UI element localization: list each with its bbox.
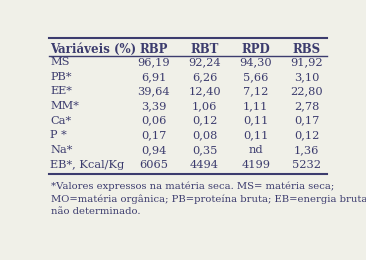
Text: 92,24: 92,24 [188, 57, 221, 67]
Text: MS: MS [50, 57, 70, 67]
Text: PB*: PB* [50, 72, 71, 82]
Text: 91,92: 91,92 [290, 57, 323, 67]
Text: 5,66: 5,66 [243, 72, 268, 82]
Text: 0,17: 0,17 [141, 130, 166, 140]
Text: Na*: Na* [50, 145, 72, 155]
Text: 0,06: 0,06 [141, 116, 166, 126]
Text: MM*: MM* [50, 101, 79, 111]
Text: P *: P * [50, 130, 67, 140]
Text: 0,12: 0,12 [192, 116, 217, 126]
Text: EB*, Kcal/Kg: EB*, Kcal/Kg [50, 160, 124, 170]
Text: 0,11: 0,11 [243, 116, 268, 126]
Text: 0,08: 0,08 [192, 130, 217, 140]
Text: 0,11: 0,11 [243, 130, 268, 140]
Text: RBP: RBP [139, 43, 168, 56]
Text: 0,94: 0,94 [141, 145, 166, 155]
Text: nd: nd [249, 145, 263, 155]
Text: 2,78: 2,78 [294, 101, 320, 111]
Text: 6,91: 6,91 [141, 72, 166, 82]
Text: RPD: RPD [241, 43, 270, 56]
Text: 0,12: 0,12 [294, 130, 320, 140]
Text: RBT: RBT [190, 43, 219, 56]
Text: 96,19: 96,19 [137, 57, 170, 67]
Text: 5232: 5232 [292, 160, 321, 170]
Text: 39,64: 39,64 [137, 87, 170, 96]
Text: 12,40: 12,40 [188, 87, 221, 96]
Text: 94,30: 94,30 [239, 57, 272, 67]
Text: *Valores expressos na matéria seca. MS= matéria seca;
MO=matéria orgânica; PB=pr: *Valores expressos na matéria seca. MS= … [51, 181, 366, 216]
Text: 0,35: 0,35 [192, 145, 217, 155]
Text: 0,17: 0,17 [294, 116, 320, 126]
Text: EE*: EE* [50, 87, 72, 96]
Text: 4494: 4494 [190, 160, 219, 170]
Text: 3,39: 3,39 [141, 101, 166, 111]
Text: 7,12: 7,12 [243, 87, 268, 96]
Text: 22,80: 22,80 [290, 87, 323, 96]
Text: Ca*: Ca* [50, 116, 71, 126]
Text: RBS: RBS [293, 43, 321, 56]
Text: 6065: 6065 [139, 160, 168, 170]
Text: 1,36: 1,36 [294, 145, 320, 155]
Text: 1,11: 1,11 [243, 101, 268, 111]
Text: 6,26: 6,26 [192, 72, 217, 82]
Text: 1,06: 1,06 [192, 101, 217, 111]
Text: 3,10: 3,10 [294, 72, 320, 82]
Text: Variáveis (%): Variáveis (%) [50, 43, 136, 56]
Text: 4199: 4199 [241, 160, 270, 170]
